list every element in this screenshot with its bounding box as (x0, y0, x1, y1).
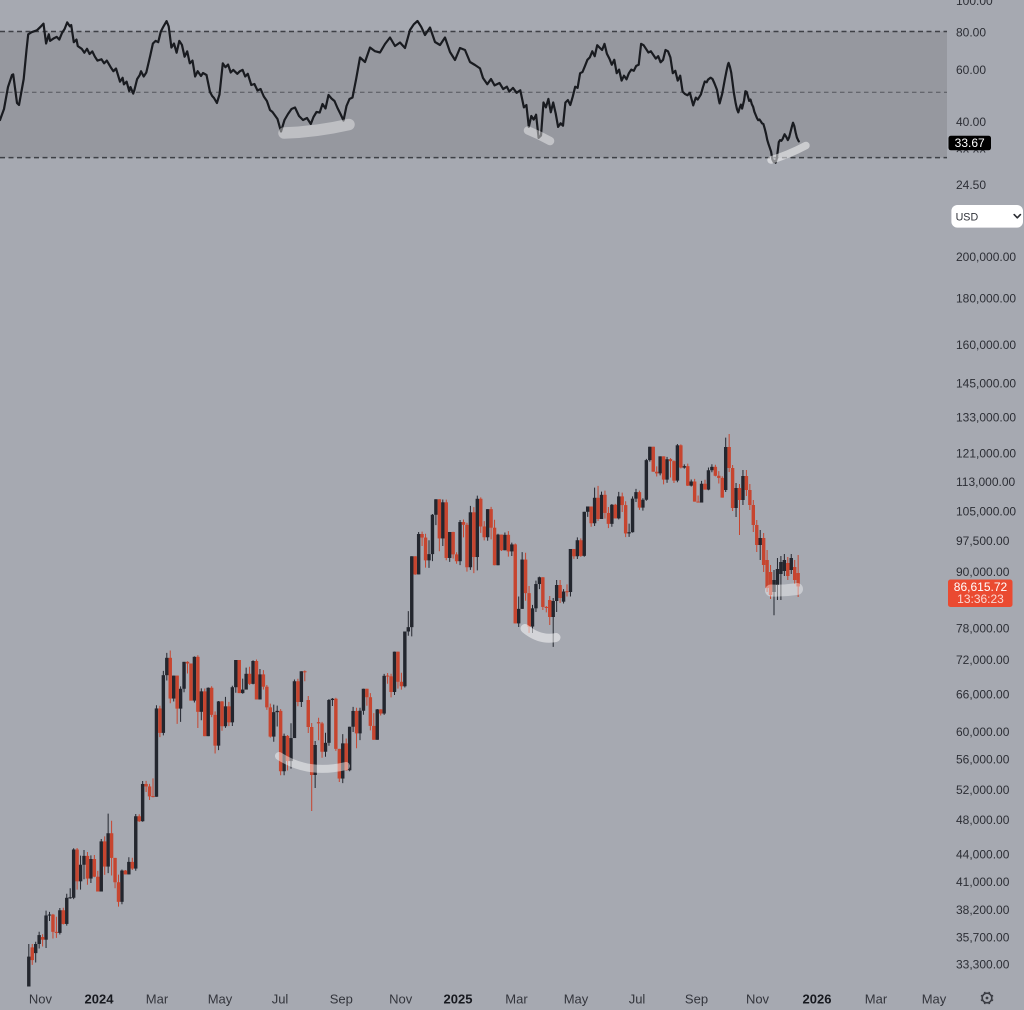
svg-text:100.00: 100.00 (956, 0, 993, 8)
svg-text:Nov: Nov (746, 992, 770, 1007)
svg-text:133,000.00: 133,000.00 (956, 411, 1016, 425)
svg-text:60.00: 60.00 (956, 63, 986, 77)
svg-text:66,000.00: 66,000.00 (956, 688, 1010, 702)
svg-text:USD: USD (956, 211, 979, 223)
svg-text:97,500.00: 97,500.00 (956, 534, 1010, 548)
svg-text:41,000.00: 41,000.00 (956, 875, 1010, 889)
svg-text:May: May (208, 992, 233, 1007)
svg-text:Sep: Sep (685, 992, 708, 1007)
svg-text:160,000.00: 160,000.00 (956, 338, 1016, 352)
svg-text:2025: 2025 (444, 992, 473, 1007)
svg-text:30.00: 30.00 (956, 148, 986, 162)
svg-text:180,000.00: 180,000.00 (956, 292, 1016, 306)
svg-text:Jul: Jul (629, 992, 646, 1007)
svg-text:90,000.00: 90,000.00 (956, 565, 1010, 579)
svg-text:2024: 2024 (85, 992, 115, 1007)
svg-text:86,615.72: 86,615.72 (954, 580, 1008, 594)
svg-text:48,000.00: 48,000.00 (956, 813, 1010, 827)
svg-text:121,000.00: 121,000.00 (956, 447, 1016, 461)
svg-text:2026: 2026 (803, 992, 832, 1007)
svg-text:56,000.00: 56,000.00 (956, 753, 1010, 767)
svg-text:80.00: 80.00 (956, 26, 986, 40)
svg-text:44,000.00: 44,000.00 (956, 848, 1010, 862)
svg-text:Mar: Mar (146, 992, 169, 1007)
svg-text:May: May (564, 992, 589, 1007)
svg-text:52,000.00: 52,000.00 (956, 783, 1010, 797)
svg-text:Nov: Nov (29, 992, 53, 1007)
svg-text:40.00: 40.00 (956, 115, 986, 129)
svg-text:113,000.00: 113,000.00 (956, 475, 1015, 489)
svg-text:33.67: 33.67 (955, 136, 985, 150)
svg-text:78,000.00: 78,000.00 (956, 622, 1010, 636)
svg-text:Jul: Jul (272, 992, 289, 1007)
svg-text:24.50: 24.50 (956, 178, 986, 192)
svg-text:33,300.00: 33,300.00 (956, 958, 1010, 972)
svg-text:13:36:23: 13:36:23 (957, 592, 1004, 606)
svg-text:35,700.00: 35,700.00 (956, 931, 1010, 945)
svg-text:Mar: Mar (865, 992, 888, 1007)
svg-text:Sep: Sep (330, 992, 353, 1007)
svg-text:105,000.00: 105,000.00 (956, 505, 1016, 519)
svg-text:Nov: Nov (389, 992, 413, 1007)
svg-text:May: May (922, 992, 947, 1007)
svg-text:72,000.00: 72,000.00 (956, 653, 1010, 667)
svg-text:Mar: Mar (505, 992, 528, 1007)
svg-text:200,000.00: 200,000.00 (956, 250, 1016, 264)
svg-text:145,000.00: 145,000.00 (956, 377, 1016, 391)
svg-text:38,200.00: 38,200.00 (956, 903, 1010, 917)
svg-text:60,000.00: 60,000.00 (956, 725, 1010, 739)
